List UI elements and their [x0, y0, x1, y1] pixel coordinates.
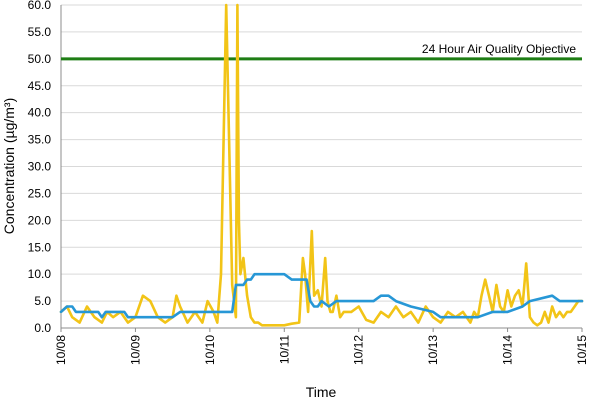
y-tick-label: 55.0: [28, 25, 52, 39]
x-tick-label: 10/09: [128, 335, 142, 365]
y-tick-label: 35.0: [28, 133, 52, 147]
x-tick-label: 10/14: [501, 335, 515, 365]
series-line-yellow: [59, 3, 584, 327]
x-tick-label: 10/11: [277, 335, 291, 364]
x-tick-label: 10/10: [203, 335, 217, 365]
y-tick-label: 40.0: [28, 106, 52, 120]
y-axis-title: Concentration (µg/m³): [1, 98, 17, 234]
y-tick-label: 5.0: [34, 294, 51, 308]
y-tick-label: 25.0: [28, 186, 52, 200]
x-tick-label: 10/13: [426, 335, 440, 365]
x-tick-labels: 10/08 10/09 10/10 10/11 10/12 10/13 10/14 10/15: [54, 335, 589, 365]
x-axis-title: Time: [306, 384, 337, 400]
y-tick-label: 20.0: [28, 213, 52, 227]
y-tick-label: 50.0: [28, 52, 52, 66]
y-tick-label: 0.0: [34, 321, 51, 335]
x-tick-label: 10/15: [575, 335, 589, 365]
x-tick-label: 10/12: [352, 335, 366, 365]
series-group: [59, 3, 584, 327]
y-tick-label: 15.0: [28, 240, 52, 254]
y-tick-labels: 0.0 5.0 10.0 15.0 20.0 25.0 30.0 35.0 40.0 45.0 50…: [28, 0, 52, 335]
y-tick-label: 45.0: [28, 79, 52, 93]
y-tick-label: 60.0: [28, 0, 52, 12]
objective-line-group: 24 Hour Air Quality Objective: [61, 42, 582, 61]
series-line-blue: [59, 272, 584, 319]
y-tick-label: 30.0: [28, 160, 52, 174]
y-tick-label: 10.0: [28, 267, 52, 281]
objective-label: 24 Hour Air Quality Objective: [422, 42, 576, 56]
x-tick-label: 10/08: [54, 335, 68, 365]
